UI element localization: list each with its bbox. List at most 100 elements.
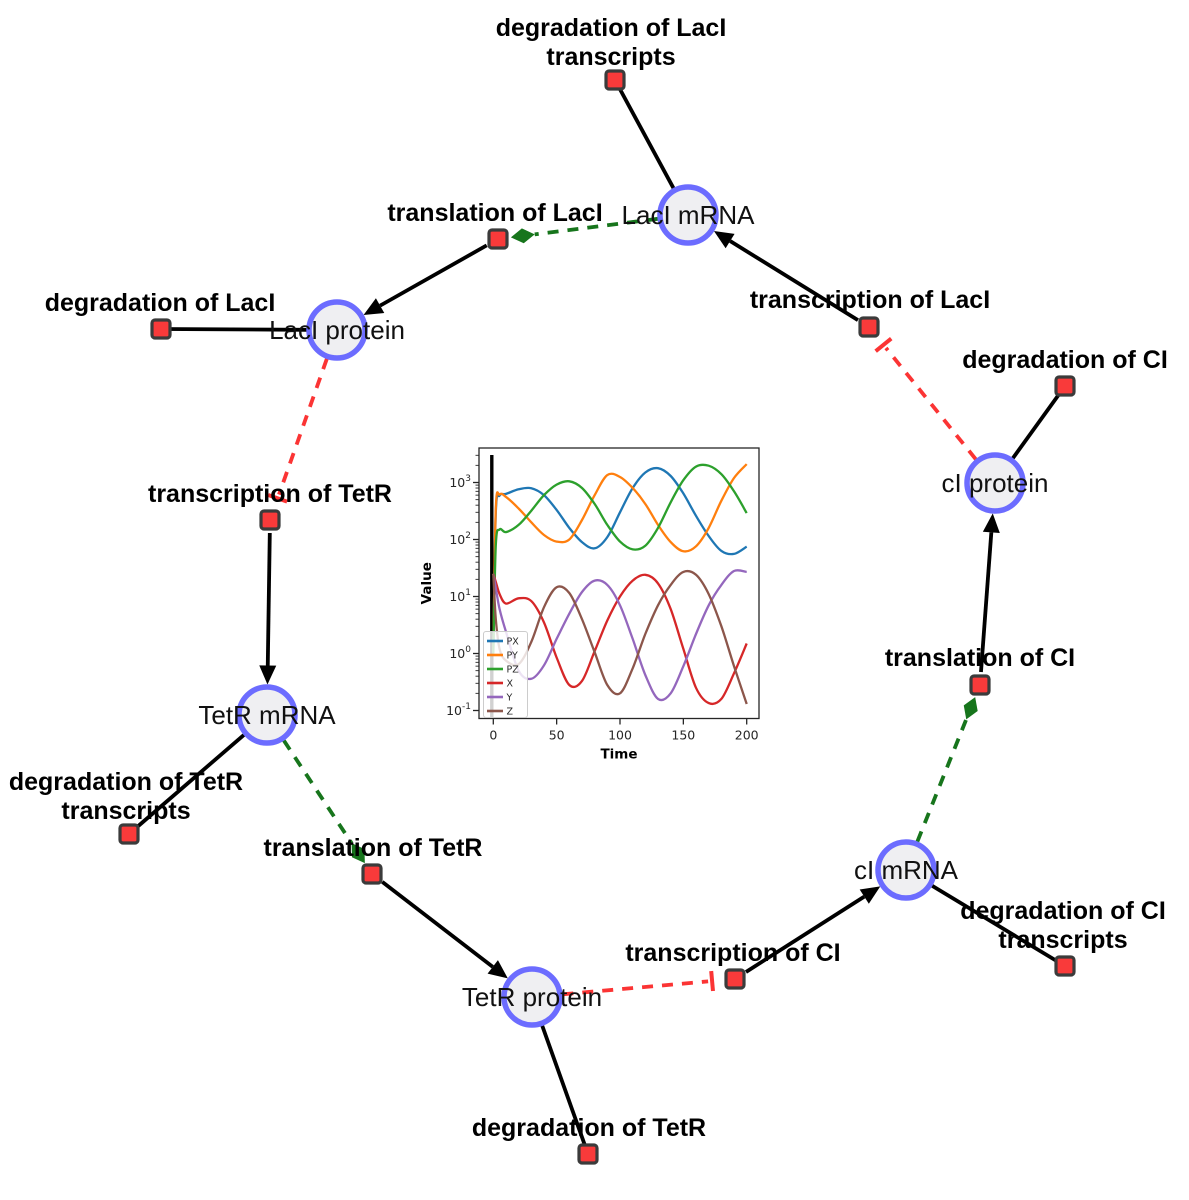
edge-transcription-of-laci-laci-mrna-arrowhead [713,231,735,249]
edge-laci-mrna-degradation-of-laci-transcripts-line [613,79,676,190]
edge-transcription-of-ci-ci-mrna-arrowhead [859,886,881,904]
edge-ci-mrna-degradation-of-ci-transcripts [931,884,1066,968]
reaction-label-translation-of-laci-line1: translation of LacI [387,199,602,227]
x-axis-label: Time [600,747,637,763]
edge-translation-of-laci-laci-protein [363,243,488,315]
y-axis-label: Value [419,562,435,604]
reaction-node-degradation-of-tetr[interactable] [577,1143,599,1165]
x-tick-label: 200 [735,728,759,743]
edge-ci-mrna-degradation-of-ci-transcripts-line [931,884,1066,968]
curve-pz [492,463,748,654]
legend-label-py: PY [507,651,519,662]
edge-ci-protein-degradation-of-ci-line [1011,384,1067,460]
reaction-node-translation-of-ci[interactable] [969,674,991,696]
edge-ci-mrna-translation-of-ci-diamond [963,697,978,720]
reaction-label-transcription-of-tetr-line1: transcription of TetR [148,480,392,508]
species-node-ci-mrna[interactable] [875,839,937,901]
edge-transcription-of-laci-laci-mrna [713,231,859,322]
reaction-label-degradation-of-tetr-transcripts-line2: transcripts [61,797,190,825]
curve-px [492,466,748,654]
reaction-node-transcription-of-laci[interactable] [858,316,880,338]
plot-curves [492,463,748,706]
reaction-node-transcription-of-tetr[interactable] [259,509,281,531]
reaction-node-transcription-of-ci[interactable] [724,968,746,990]
edge-translation-of-tetr-tetr-protein-arrowhead [487,960,508,979]
species-node-tetr-protein[interactable] [501,966,563,1028]
species-label-ci-mrna: cI mRNA [854,855,959,885]
reaction-node-degradation-of-tetr-transcripts[interactable] [118,823,140,845]
x-tick-label: 50 [549,728,565,743]
edge-translation-of-ci-ci-protein [979,513,1000,673]
edge-tetr-protein-transcription-of-ci-tbar [709,970,715,992]
labels-layer: degradation of LacI transcripts translatio… [9,14,1168,1142]
reaction-label-transcription-of-ci-line1: transcription of CI [625,939,840,967]
edge-laci-protein-transcription-of-tetr-tbar [267,493,288,504]
curve-x [492,573,748,706]
edge-tetr-mrna-translation-of-tetr-line [282,739,354,845]
reaction-label-degradation-of-ci-transcripts-line2: transcripts [998,926,1127,954]
reaction-label-transcription-of-laci-line1: transcription of LacI [750,286,990,314]
species-node-tetr-mrna[interactable] [236,684,298,746]
x-tick-label: 150 [671,728,695,743]
y-tick-label: 100 [449,645,471,661]
species-label-ci-protein: cI protein [942,468,1049,498]
edge-translation-of-laci-laci-protein-arrowhead [363,298,385,315]
edge-ci-protein-transcription-of-laci-line [884,346,978,461]
species-label-tetr-protein: TetR protein [462,982,602,1012]
edge-ci-protein-transcription-of-laci-tbar [874,337,893,353]
edge-transcription-of-tetr-tetr-mrna-line [265,532,272,666]
legend-label-pz: PZ [507,665,520,676]
edge-transcription-of-laci-laci-mrna-line [729,239,859,322]
edge-tetr-protein-transcription-of-ci-line [562,979,709,997]
reaction-label-degradation-of-ci-transcripts-line1: degradation of CI [960,897,1166,925]
y-tick-label: 102 [449,531,471,547]
reaction-label-degradation-of-tetr-line1: degradation of TetR [472,1114,706,1142]
timecourse-plot: 0 50 100 150 20010-1100101102103TimeValuePXP… [419,447,760,763]
species-node-ci-protein[interactable] [964,452,1026,514]
legend-label-x: X [507,679,514,690]
edge-laci-protein-degradation-of-laci-line [160,327,307,332]
species-node-laci-protein[interactable] [306,299,368,361]
reaction-label-translation-of-tetr-line1: translation of TetR [264,834,483,862]
edge-laci-protein-transcription-of-tetr [267,358,329,504]
reaction-label-degradation-of-tetr-transcripts-line1: degradation of TetR [9,768,243,796]
edge-tetr-mrna-degradation-of-tetr-transcripts [127,733,246,836]
edge-transcription-of-tetr-tetr-mrna [259,532,277,685]
edge-ci-protein-transcription-of-laci [874,337,978,461]
reaction-label-degradation-of-laci-transcripts-line2: transcripts [546,43,675,71]
edge-tetr-protein-transcription-of-ci [562,970,715,997]
edge-tetr-mrna-translation-of-tetr-diamond [351,843,365,864]
edge-tetr-mrna-degradation-of-tetr-transcripts-line [127,733,246,836]
edge-ci-mrna-translation-of-ci-line [915,718,969,843]
y-tick-label: 101 [449,588,471,604]
reaction-label-translation-of-ci-line1: translation of CI [885,644,1075,672]
species-node-laci-mrna[interactable] [657,184,719,246]
edge-transcription-of-tetr-tetr-mrna-arrowhead [259,665,277,685]
y-tick-label: 103 [449,474,471,490]
edge-laci-protein-transcription-of-tetr-line [277,358,329,496]
reaction-node-translation-of-tetr[interactable] [361,863,383,885]
edge-tetr-protein-degradation-of-tetr-line [540,1025,590,1155]
edge-translation-of-ci-ci-protein-line [979,532,994,673]
reaction-node-degradation-of-laci[interactable] [150,318,172,340]
edge-ci-protein-degradation-of-ci [1011,384,1067,460]
reaction-node-degradation-of-laci-transcripts[interactable] [604,69,626,91]
edge-transcription-of-ci-ci-mrna [744,886,881,974]
reaction-label-degradation-of-laci-line1: degradation of LacI [45,289,276,317]
reaction-node-degradation-of-ci-transcripts[interactable] [1054,955,1076,977]
x-tick-label: 100 [608,728,632,743]
edge-ci-mrna-translation-of-ci [915,697,978,843]
y-tick-label: 10-1 [446,702,471,718]
legend-box [483,631,528,718]
reaction-node-degradation-of-ci[interactable] [1054,375,1076,397]
edge-tetr-protein-degradation-of-tetr [540,1025,590,1155]
edge-laci-mrna-translation-of-laci [510,216,658,244]
reaction-node-translation-of-laci[interactable] [487,228,509,250]
edge-laci-mrna-translation-of-laci-diamond [510,228,535,244]
legend-label-px: PX [507,637,520,648]
edge-laci-protein-degradation-of-laci [160,327,307,332]
edge-tetr-mrna-translation-of-tetr [282,739,365,864]
curve-py [492,463,748,654]
reaction-label-degradation-of-ci-line1: degradation of CI [962,346,1168,374]
